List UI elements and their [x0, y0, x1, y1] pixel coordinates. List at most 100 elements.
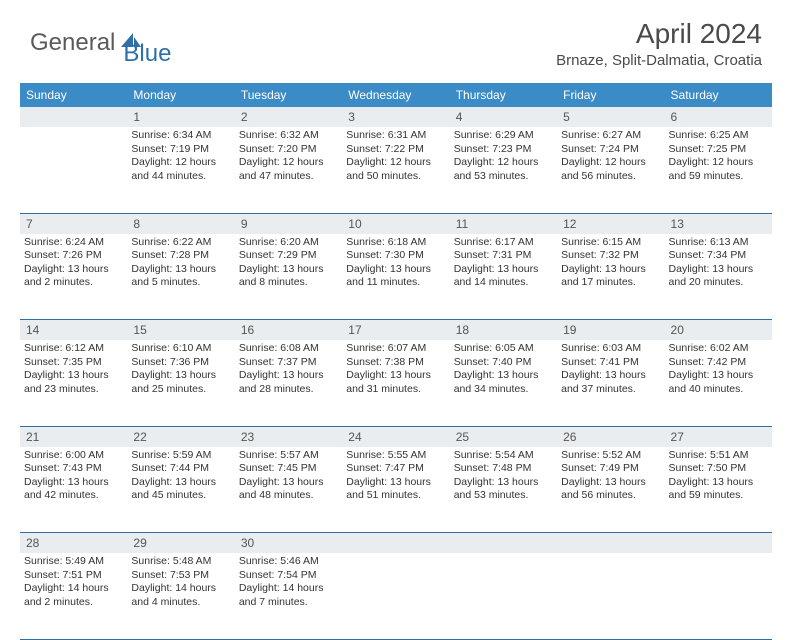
- day-cell: Sunrise: 6:02 AMSunset: 7:42 PMDaylight:…: [665, 340, 772, 426]
- daylight-label-2: and 47 minutes.: [239, 170, 338, 184]
- day-number: 3: [342, 107, 449, 127]
- sunset-label: Sunset: 7:49 PM: [561, 462, 660, 476]
- sunset-label: Sunset: 7:42 PM: [669, 356, 768, 370]
- day-cell: Sunrise: 6:17 AMSunset: 7:31 PMDaylight:…: [450, 234, 557, 320]
- sunrise-label: Sunrise: 6:34 AM: [131, 129, 230, 143]
- sunset-label: Sunset: 7:20 PM: [239, 143, 338, 157]
- sunrise-label: Sunrise: 6:18 AM: [346, 236, 445, 250]
- sun-info: Sunrise: 6:18 AMSunset: 7:30 PMDaylight:…: [346, 236, 445, 291]
- day-number: 6: [665, 107, 772, 127]
- day-number: 28: [20, 533, 127, 554]
- sunset-label: Sunset: 7:41 PM: [561, 356, 660, 370]
- sunrise-label: Sunrise: 6:10 AM: [131, 342, 230, 356]
- daylight-label-1: Daylight: 12 hours: [131, 156, 230, 170]
- day-cell: Sunrise: 6:10 AMSunset: 7:36 PMDaylight:…: [127, 340, 234, 426]
- daylight-label-1: Daylight: 13 hours: [24, 369, 123, 383]
- daynum-row: 78910111213: [20, 213, 772, 234]
- sunset-label: Sunset: 7:31 PM: [454, 249, 553, 263]
- day-number: 17: [342, 320, 449, 341]
- dow-monday: Monday: [127, 83, 234, 107]
- sun-info: Sunrise: 6:07 AMSunset: 7:38 PMDaylight:…: [346, 342, 445, 397]
- day-number: 24: [342, 426, 449, 447]
- calendar-table: Sunday Monday Tuesday Wednesday Thursday…: [20, 83, 772, 640]
- day-number: 16: [235, 320, 342, 341]
- daylight-label-2: and 20 minutes.: [669, 276, 768, 290]
- day-number: 18: [450, 320, 557, 341]
- sun-info: Sunrise: 6:12 AMSunset: 7:35 PMDaylight:…: [24, 342, 123, 397]
- daylight-label-2: and 56 minutes.: [561, 489, 660, 503]
- logo-text-general: General: [30, 29, 115, 57]
- sunrise-label: Sunrise: 6:02 AM: [669, 342, 768, 356]
- sunset-label: Sunset: 7:35 PM: [24, 356, 123, 370]
- sunset-label: Sunset: 7:36 PM: [131, 356, 230, 370]
- sun-info: Sunrise: 5:51 AMSunset: 7:50 PMDaylight:…: [669, 449, 768, 504]
- sun-info: Sunrise: 5:59 AMSunset: 7:44 PMDaylight:…: [131, 449, 230, 504]
- daylight-label-1: Daylight: 14 hours: [239, 582, 338, 596]
- day-cell: Sunrise: 6:22 AMSunset: 7:28 PMDaylight:…: [127, 234, 234, 320]
- sunset-label: Sunset: 7:51 PM: [24, 569, 123, 583]
- day-number: [20, 107, 127, 127]
- day-cell: Sunrise: 5:48 AMSunset: 7:53 PMDaylight:…: [127, 553, 234, 639]
- sunset-label: Sunset: 7:47 PM: [346, 462, 445, 476]
- daylight-label-2: and 5 minutes.: [131, 276, 230, 290]
- sunrise-label: Sunrise: 6:00 AM: [24, 449, 123, 463]
- daylight-label-2: and 31 minutes.: [346, 383, 445, 397]
- sunset-label: Sunset: 7:23 PM: [454, 143, 553, 157]
- day-cell: [342, 553, 449, 639]
- day-cell: Sunrise: 5:59 AMSunset: 7:44 PMDaylight:…: [127, 447, 234, 533]
- daylight-label-2: and 50 minutes.: [346, 170, 445, 184]
- sunset-label: Sunset: 7:37 PM: [239, 356, 338, 370]
- sunrise-label: Sunrise: 6:29 AM: [454, 129, 553, 143]
- week-row: Sunrise: 6:00 AMSunset: 7:43 PM Daylight:…: [20, 447, 772, 533]
- day-number: 29: [127, 533, 234, 554]
- week-row: Sunrise: 6:12 AMSunset: 7:35 PMDaylight:…: [20, 340, 772, 426]
- day-number: 12: [557, 213, 664, 234]
- day-number: 27: [665, 426, 772, 447]
- daylight-label-1: Daylight: 13 hours: [561, 476, 660, 490]
- sunset-label: Sunset: 7:53 PM: [131, 569, 230, 583]
- sun-info: Sunrise: 6:15 AMSunset: 7:32 PMDaylight:…: [561, 236, 660, 291]
- sun-info: Sunrise: 6:22 AMSunset: 7:28 PMDaylight:…: [131, 236, 230, 291]
- sunset-label: Sunset: 7:45 PM: [239, 462, 338, 476]
- sunset-label: Sunset: 7:29 PM: [239, 249, 338, 263]
- sunrise-label: Sunrise: 6:17 AM: [454, 236, 553, 250]
- day-cell: [450, 553, 557, 639]
- sunset-label: Sunset: 7:50 PM: [669, 462, 768, 476]
- daynum-row: 123456: [20, 107, 772, 127]
- day-number: 7: [20, 213, 127, 234]
- day-cell: Sunrise: 6:05 AMSunset: 7:40 PMDaylight:…: [450, 340, 557, 426]
- sunrise-label: Sunrise: 6:03 AM: [561, 342, 660, 356]
- sunrise-label: Sunrise: 6:13 AM: [669, 236, 768, 250]
- day-cell: Sunrise: 6:32 AMSunset: 7:20 PMDaylight:…: [235, 127, 342, 213]
- daylight-label-1: Daylight: 13 hours: [346, 263, 445, 277]
- daylight-label-2: and 44 minutes.: [131, 170, 230, 184]
- sunrise-label: Sunrise: 5:57 AM: [239, 449, 338, 463]
- daylight-label-2: and 7 minutes.: [239, 596, 338, 610]
- sunset-label: Sunset: 7:32 PM: [561, 249, 660, 263]
- sun-info: Sunrise: 6:13 AMSunset: 7:34 PMDaylight:…: [669, 236, 768, 291]
- logo: General Blue: [30, 18, 171, 68]
- week-row: Sunrise: 6:24 AMSunset: 7:26 PMDaylight:…: [20, 234, 772, 320]
- day-cell: Sunrise: 6:15 AMSunset: 7:32 PMDaylight:…: [557, 234, 664, 320]
- dow-wednesday: Wednesday: [342, 83, 449, 107]
- daylight-label-1: Daylight: 13 hours: [561, 369, 660, 383]
- sun-info: Sunrise: 6:20 AMSunset: 7:29 PMDaylight:…: [239, 236, 338, 291]
- week-row: Sunrise: 5:49 AMSunset: 7:51 PMDaylight:…: [20, 553, 772, 639]
- day-cell: [665, 553, 772, 639]
- daylight-label-1: Daylight: 13 hours: [346, 369, 445, 383]
- dow-tuesday: Tuesday: [235, 83, 342, 107]
- daylight-label-1: Daylight: 13 hours: [669, 369, 768, 383]
- daylight-label-2: and 4 minutes.: [131, 596, 230, 610]
- daylight-label-1: Daylight: 13 hours: [454, 369, 553, 383]
- daylight-label-1: Daylight: 13 hours: [239, 369, 338, 383]
- day-cell: Sunrise: 5:46 AMSunset: 7:54 PMDaylight:…: [235, 553, 342, 639]
- day-number: 15: [127, 320, 234, 341]
- sunset-label: Sunset: 7:43 PM: [24, 462, 123, 476]
- daylight-label-1: Daylight: 12 hours: [669, 156, 768, 170]
- sun-info: Sunrise: 5:48 AMSunset: 7:53 PMDaylight:…: [131, 555, 230, 610]
- daylight-label-1: Daylight: 13 hours: [131, 476, 230, 490]
- day-number: 5: [557, 107, 664, 127]
- day-number: [665, 533, 772, 554]
- day-number: 11: [450, 213, 557, 234]
- sunset-label: Sunset: 7:48 PM: [454, 462, 553, 476]
